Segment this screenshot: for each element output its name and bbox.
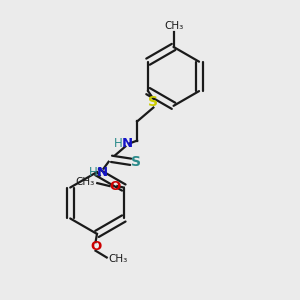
Text: CH₃: CH₃ [164,21,183,31]
Text: H: H [88,166,98,178]
Text: N: N [97,166,108,178]
Text: S: S [148,95,158,109]
Text: O: O [109,180,121,193]
Text: O: O [90,240,101,253]
Text: CH₃: CH₃ [108,254,127,264]
Text: S: S [131,155,141,169]
Text: N: N [122,137,133,150]
Text: H: H [114,137,123,150]
Text: CH₃: CH₃ [76,177,95,187]
